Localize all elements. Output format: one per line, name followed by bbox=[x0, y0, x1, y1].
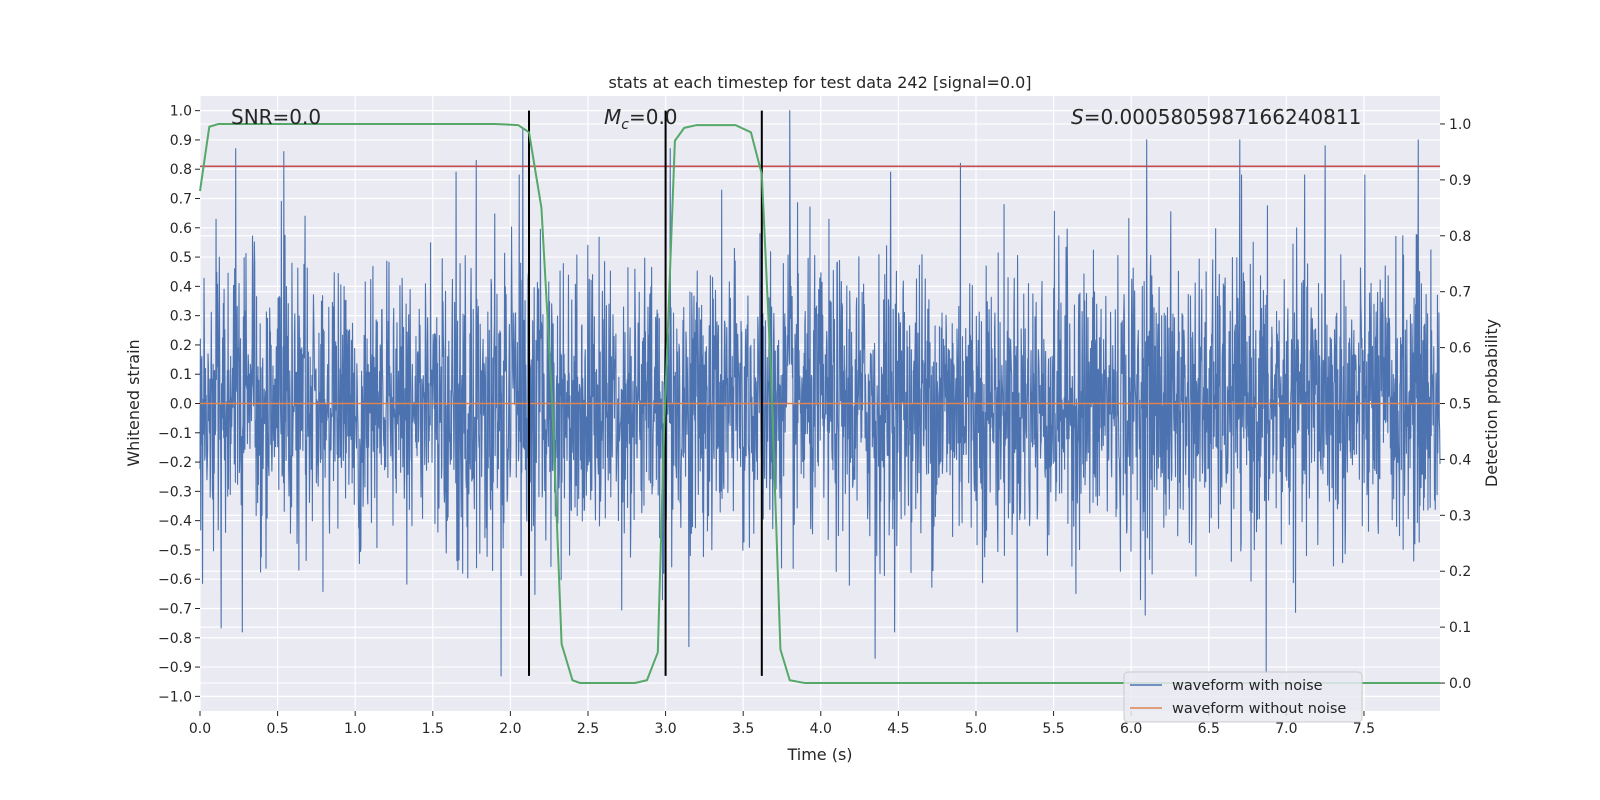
legend-label-noise: waveform with noise bbox=[1172, 678, 1323, 694]
y-tick-label-left: 0.7 bbox=[170, 192, 192, 208]
series-waveform-with-noise bbox=[199, 110, 1441, 677]
y-tick-label-left: −0.6 bbox=[158, 572, 192, 588]
y-tick-label-right: 0.5 bbox=[1449, 397, 1471, 413]
x-tick-label: 4.5 bbox=[887, 721, 909, 737]
legend-label-clean: waveform without noise bbox=[1172, 701, 1346, 717]
mc-annotation: Mc=0.0 bbox=[604, 105, 678, 133]
legend: waveform with noise waveform without noi… bbox=[1123, 671, 1363, 723]
x-tick-label: 7.5 bbox=[1353, 721, 1375, 737]
y-tick-label-left: −0.3 bbox=[158, 484, 192, 500]
mc-value: =0.0 bbox=[629, 105, 678, 129]
chart-title: stats at each timestep for test data 242… bbox=[608, 73, 1031, 92]
s-symbol: S bbox=[1071, 105, 1084, 129]
y-tick-label-left: 0.8 bbox=[170, 162, 192, 178]
s-annotation: S=0.0005805987166240811 bbox=[1071, 105, 1361, 129]
x-tick-label: 7.0 bbox=[1275, 721, 1297, 737]
y-tick-label-right: 0.2 bbox=[1449, 564, 1471, 580]
x-axis-label: Time (s) bbox=[786, 745, 852, 764]
y-axis-right: 1.0 0.9 0.8 0.7 0.6 0.5 0.4 0.3 0.2 0.1 0.0 bbox=[1440, 117, 1471, 692]
y-axis-right-label: Detection probability bbox=[1482, 319, 1501, 487]
y-tick-label-left: 0.4 bbox=[170, 279, 192, 295]
y-tick-label-left: 0.2 bbox=[170, 338, 192, 354]
y-tick-label-right: 0.8 bbox=[1449, 229, 1471, 245]
y-tick-label-left: −0.4 bbox=[158, 514, 192, 530]
y-axis-left: 1.0 0.9 0.8 0.7 0.6 0.5 0.4 0.3 0.2 0.1 0.0 −0.1 −0.… bbox=[158, 104, 200, 705]
y-tick-label-right: 0.9 bbox=[1449, 173, 1471, 189]
y-tick-label-left: 0.9 bbox=[170, 133, 192, 149]
x-tick-label: 0.0 bbox=[189, 721, 211, 737]
y-tick-label-left: 0.6 bbox=[170, 221, 192, 237]
x-tick-label: 4.0 bbox=[810, 721, 832, 737]
y-tick-label-right: 0.1 bbox=[1449, 620, 1471, 636]
x-axis: 0.0 0.5 1.0 1.5 2.0 2.5 3.0 3.5 4.0 4.5 5.0 5.5 6.0 6… bbox=[189, 711, 1375, 737]
y-axis-left-label: Whitened strain bbox=[124, 339, 143, 466]
y-tick-label-left: −1.0 bbox=[158, 689, 192, 705]
mc-subscript: c bbox=[621, 117, 629, 133]
y-tick-label-right: 0.3 bbox=[1449, 508, 1471, 524]
y-tick-label-left: 0.5 bbox=[170, 250, 192, 266]
y-tick-label-left: −0.7 bbox=[158, 602, 192, 618]
detection-probability-line bbox=[199, 122, 1440, 685]
y-tick-label-right: 0.4 bbox=[1449, 452, 1471, 468]
y-tick-label-left: 1.0 bbox=[170, 104, 192, 120]
x-tick-label: 1.5 bbox=[422, 721, 444, 737]
x-tick-label: 2.5 bbox=[577, 721, 599, 737]
y-tick-label-right: 0.6 bbox=[1449, 341, 1471, 357]
y-tick-label-left: −0.8 bbox=[158, 631, 192, 647]
x-tick-label: 6.0 bbox=[1120, 721, 1142, 737]
x-tick-label: 5.5 bbox=[1042, 721, 1064, 737]
y-tick-label-right: 0.0 bbox=[1449, 676, 1471, 692]
x-tick-label: 1.0 bbox=[344, 721, 366, 737]
y-tick-label-left: −0.9 bbox=[158, 660, 192, 676]
x-tick-label: 5.0 bbox=[965, 721, 987, 737]
y-tick-label-left: 0.0 bbox=[170, 397, 192, 413]
x-tick-label: 2.0 bbox=[499, 721, 521, 737]
y-tick-label-left: 0.3 bbox=[170, 309, 192, 325]
y-tick-label-left: −0.2 bbox=[158, 455, 192, 471]
y-tick-label-left: −0.1 bbox=[158, 426, 192, 442]
noise-trace-line bbox=[199, 110, 1441, 677]
series-detection-probability bbox=[199, 122, 1440, 685]
x-tick-label: 3.0 bbox=[654, 721, 676, 737]
s-value: =0.0005805987166240811 bbox=[1084, 105, 1362, 129]
y-tick-label-left: 0.1 bbox=[170, 367, 192, 383]
x-tick-label: 6.5 bbox=[1198, 721, 1220, 737]
mc-symbol: M bbox=[604, 105, 621, 129]
x-tick-label: 3.5 bbox=[732, 721, 754, 737]
y-tick-label-right: 1.0 bbox=[1449, 117, 1471, 133]
y-tick-label-right: 0.7 bbox=[1449, 285, 1471, 301]
legend-box bbox=[1123, 671, 1363, 723]
y-tick-label-left: −0.5 bbox=[158, 543, 192, 559]
x-tick-label: 0.5 bbox=[266, 721, 288, 737]
snr-annotation: SNR=0.0 bbox=[231, 105, 321, 129]
